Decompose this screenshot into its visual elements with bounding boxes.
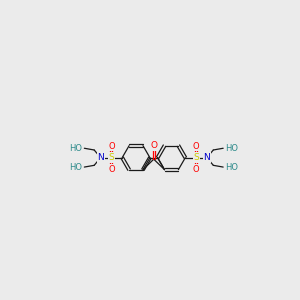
Text: N: N xyxy=(97,153,104,162)
Text: S: S xyxy=(109,153,114,162)
Text: HO: HO xyxy=(226,144,238,153)
Text: O: O xyxy=(193,142,200,151)
Text: HO: HO xyxy=(69,163,82,172)
Text: N: N xyxy=(203,153,210,162)
Text: HO: HO xyxy=(69,144,82,153)
Text: O: O xyxy=(150,141,157,150)
Text: O: O xyxy=(108,142,115,151)
Text: O: O xyxy=(193,165,200,174)
Text: HO: HO xyxy=(226,163,238,172)
Text: S: S xyxy=(193,153,199,162)
Text: O: O xyxy=(108,165,115,174)
